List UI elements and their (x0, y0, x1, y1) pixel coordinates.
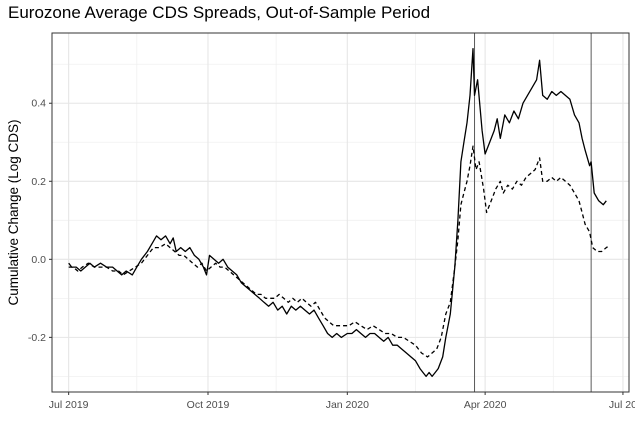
y-tick-label: 0.2 (31, 176, 46, 188)
y-tick-label: 0.4 (31, 98, 46, 110)
y-tick-label: 0.0 (31, 254, 46, 266)
x-tick-label: Jul 2019 (49, 399, 89, 411)
series-line-dashed (68, 145, 610, 358)
x-tick-label: Jan 2020 (326, 399, 369, 411)
plot-panel (52, 33, 629, 392)
x-tick-label: Apr 2020 (464, 399, 507, 411)
x-tick-label: Oct 2019 (187, 399, 230, 411)
panel-border (51, 32, 630, 393)
y-tick-label: -0.2 (28, 332, 46, 344)
y-axis-title: Cumulative Change (Log CDS) (6, 119, 21, 305)
x-tick-label: Jul 20 (609, 399, 635, 411)
chart-title: Eurozone Average CDS Spreads, Out-of-Sam… (8, 3, 431, 22)
series-line-solid (68, 47, 607, 378)
